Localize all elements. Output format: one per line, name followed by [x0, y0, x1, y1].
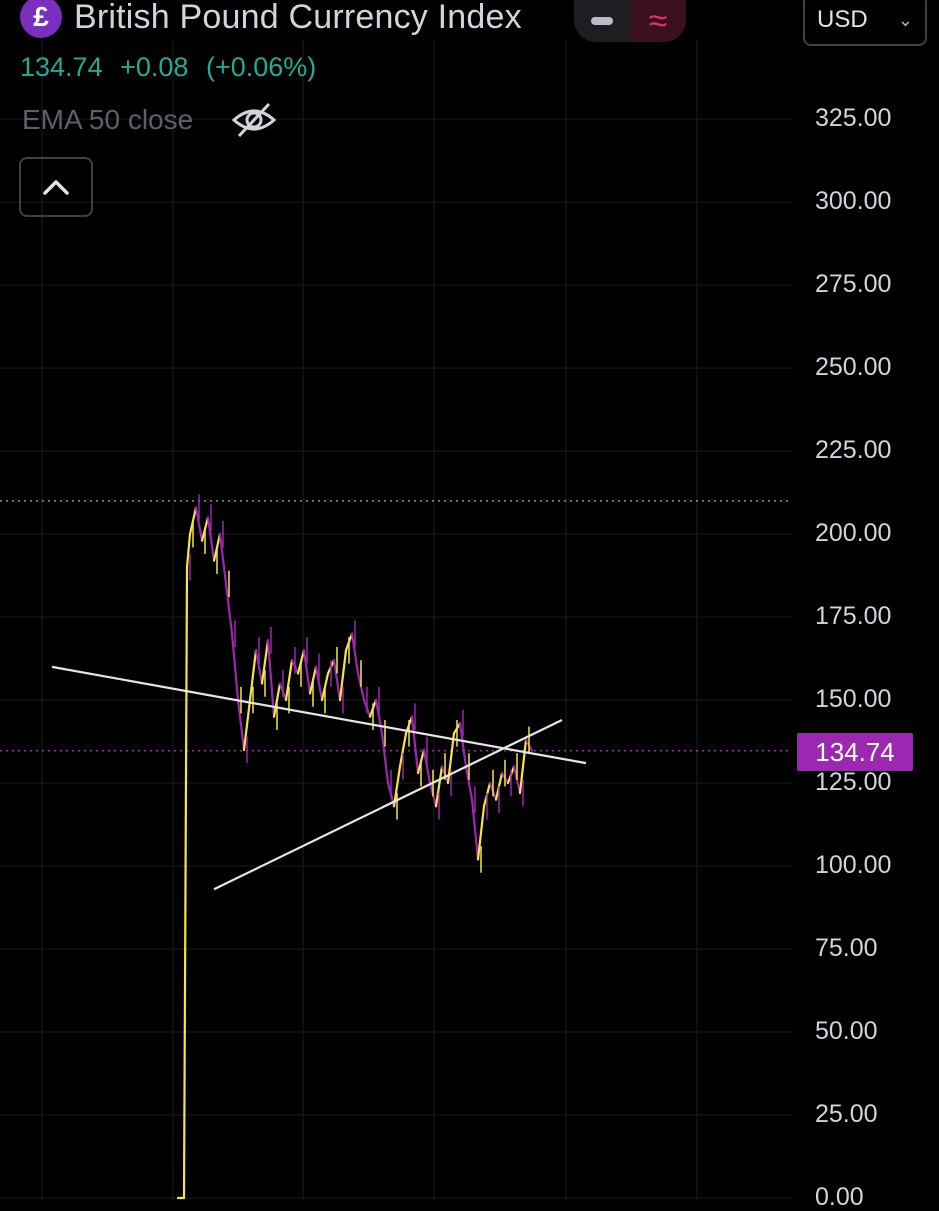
series-segment — [185, 532, 192, 569]
series-segment — [266, 639, 276, 718]
series-segment — [476, 805, 486, 861]
series-segment — [410, 715, 420, 775]
line-mode-button[interactable] — [574, 0, 630, 42]
axis-tick-label: 100.00 — [815, 851, 892, 880]
series-segment — [464, 765, 474, 801]
series-segment — [224, 582, 234, 635]
eye-off-icon[interactable] — [231, 100, 277, 140]
series-segment — [458, 722, 468, 768]
price-change-percent: (+0.06%) — [205, 52, 317, 82]
symbol-title[interactable]: British Pound Currency Index — [74, 0, 522, 36]
axis-tick-label: 125.00 — [815, 768, 892, 797]
series-segment — [272, 682, 282, 718]
trendlines[interactable] — [51, 665, 587, 891]
chart-grid — [0, 40, 792, 1200]
series-segment — [206, 516, 216, 562]
trendline — [213, 718, 563, 891]
last-price-badge: 134.74 — [797, 733, 913, 771]
series-segment — [422, 748, 432, 785]
series-segment — [470, 798, 480, 861]
price-series — [176, 494, 534, 1200]
quote-row: 134.74 +0.08 (+0.06%) — [20, 52, 326, 83]
minus-icon — [591, 17, 613, 25]
series-segment — [284, 659, 294, 702]
trendline — [51, 665, 587, 765]
axis-tick-label: 225.00 — [815, 436, 892, 465]
series-segment — [398, 732, 408, 768]
collapse-legend-button[interactable] — [19, 157, 93, 217]
series-segment — [260, 639, 270, 685]
chevron-up-icon — [43, 180, 69, 195]
chart-mode-toggle[interactable]: ≈ — [574, 0, 686, 42]
axis-tick-label: 275.00 — [815, 270, 892, 299]
series-segment — [434, 765, 444, 808]
indicator-legend: EMA 50 close — [22, 100, 277, 140]
axis-tick-label: 250.00 — [815, 353, 892, 382]
chevron-down-icon: ⌄ — [897, 9, 913, 30]
axis-tick-label: 150.00 — [815, 685, 892, 714]
series-segment — [230, 632, 240, 702]
series-segment — [248, 649, 258, 702]
series-segment — [236, 698, 246, 751]
indicator-label[interactable]: EMA 50 close — [22, 104, 194, 135]
approx-wave-icon: ≈ — [648, 2, 668, 40]
series-segment — [392, 765, 402, 808]
axis-tick-label: 175.00 — [815, 602, 892, 631]
chart-markers — [0, 500, 792, 752]
series-segment — [194, 506, 204, 542]
axis-tick-label: 50.00 — [815, 1017, 878, 1046]
series-segment — [314, 665, 324, 702]
axis-tick-label: 25.00 — [815, 1100, 878, 1128]
series-segment — [338, 649, 348, 702]
series-segment — [242, 698, 252, 751]
series-segment — [374, 698, 384, 735]
axis-tick-label: 75.00 — [815, 934, 878, 963]
price-change: +0.08 — [120, 52, 189, 82]
currency-value: USD — [817, 6, 868, 33]
axis-tick-label: 325.00 — [815, 104, 892, 133]
axis-tick-label: 200.00 — [815, 519, 892, 548]
series-segment — [332, 659, 342, 702]
currency-select[interactable]: USD ⌄ — [803, 0, 927, 46]
series-segment — [218, 532, 228, 585]
series-segment — [518, 738, 528, 795]
series-segment — [380, 732, 390, 785]
pound-symbol-icon: £ — [20, 0, 62, 38]
chart-header: £ British Pound Currency Index — [20, 0, 522, 40]
axis-tick-label: 300.00 — [815, 187, 892, 216]
axis-tick-label: 0.00 — [815, 1183, 864, 1211]
series-segment — [254, 649, 264, 685]
series-segment — [350, 632, 360, 675]
wave-mode-button[interactable]: ≈ — [630, 0, 686, 42]
series-segment — [302, 649, 312, 695]
last-price: 134.74 — [20, 52, 103, 82]
series-segment — [182, 566, 189, 1200]
